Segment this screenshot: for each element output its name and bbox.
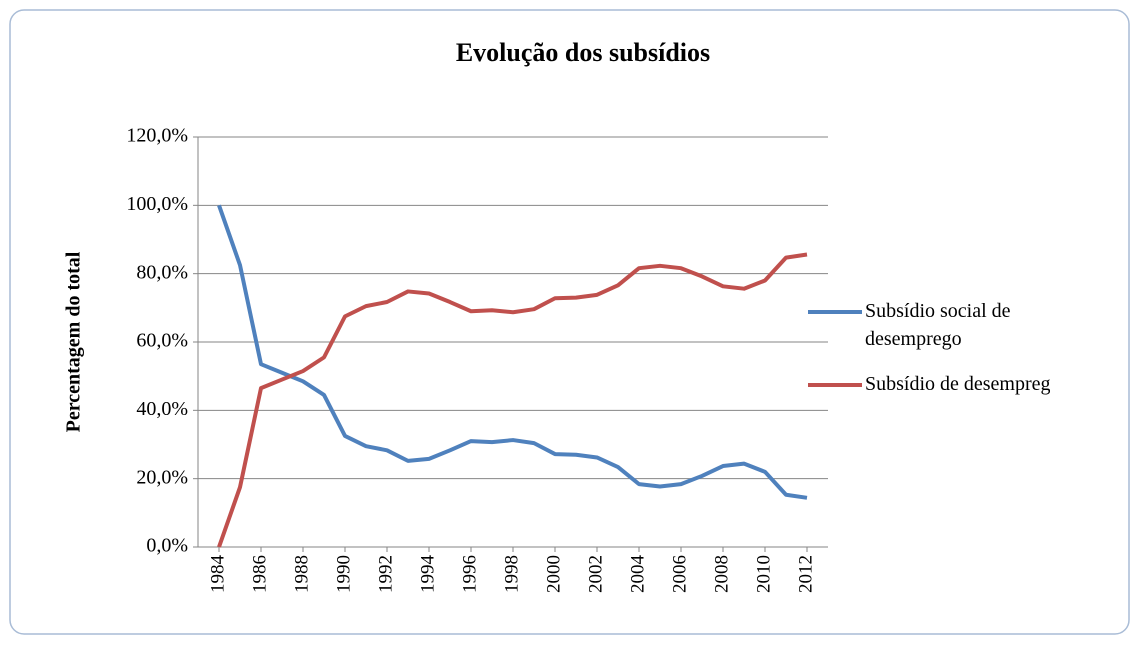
x-tick-label: 1992 xyxy=(375,555,396,593)
legend-label: Subsídio social de desemprego xyxy=(865,300,1011,350)
x-tick-label: 1994 xyxy=(417,555,438,594)
x-tick-label: 2012 xyxy=(795,555,816,593)
y-tick-label: 0,0% xyxy=(146,535,188,557)
series-line xyxy=(217,252,808,548)
y-tick-label: 40,0% xyxy=(136,398,188,420)
x-tick-label: 1984 xyxy=(207,555,228,594)
x-tick-label: 2000 xyxy=(543,555,564,593)
x-tick-label: 2010 xyxy=(753,555,774,593)
y-tick-label: 20,0% xyxy=(136,466,188,488)
x-tick-label: 1996 xyxy=(459,555,480,593)
legend-entry: Subsídio social de desemprego xyxy=(865,300,1011,350)
legend-label: Subsídio de desemprego xyxy=(865,373,1050,395)
x-tick-label: 2002 xyxy=(585,555,606,593)
y-tick-label: 100,0% xyxy=(126,193,188,215)
legend-entry: Subsídio de desemprego xyxy=(865,373,1050,395)
x-tick-label: 2004 xyxy=(627,555,648,594)
x-tick-label: 2006 xyxy=(669,555,690,593)
x-tick-label: 1986 xyxy=(249,555,270,593)
x-tick-label: 1988 xyxy=(291,555,312,593)
y-tick-label: 60,0% xyxy=(136,330,188,352)
y-axis-label: Percentagem do total xyxy=(63,251,85,432)
series-line xyxy=(217,204,808,500)
chart-title: Evolução dos subsídios xyxy=(456,38,710,67)
x-tick-label: 1998 xyxy=(501,555,522,593)
chart-border xyxy=(9,9,1130,635)
y-tick-label: 80,0% xyxy=(136,261,188,283)
y-tick-label: 120,0% xyxy=(126,125,188,147)
x-tick-label: 1990 xyxy=(333,555,354,593)
x-tick-label: 2008 xyxy=(711,555,732,593)
